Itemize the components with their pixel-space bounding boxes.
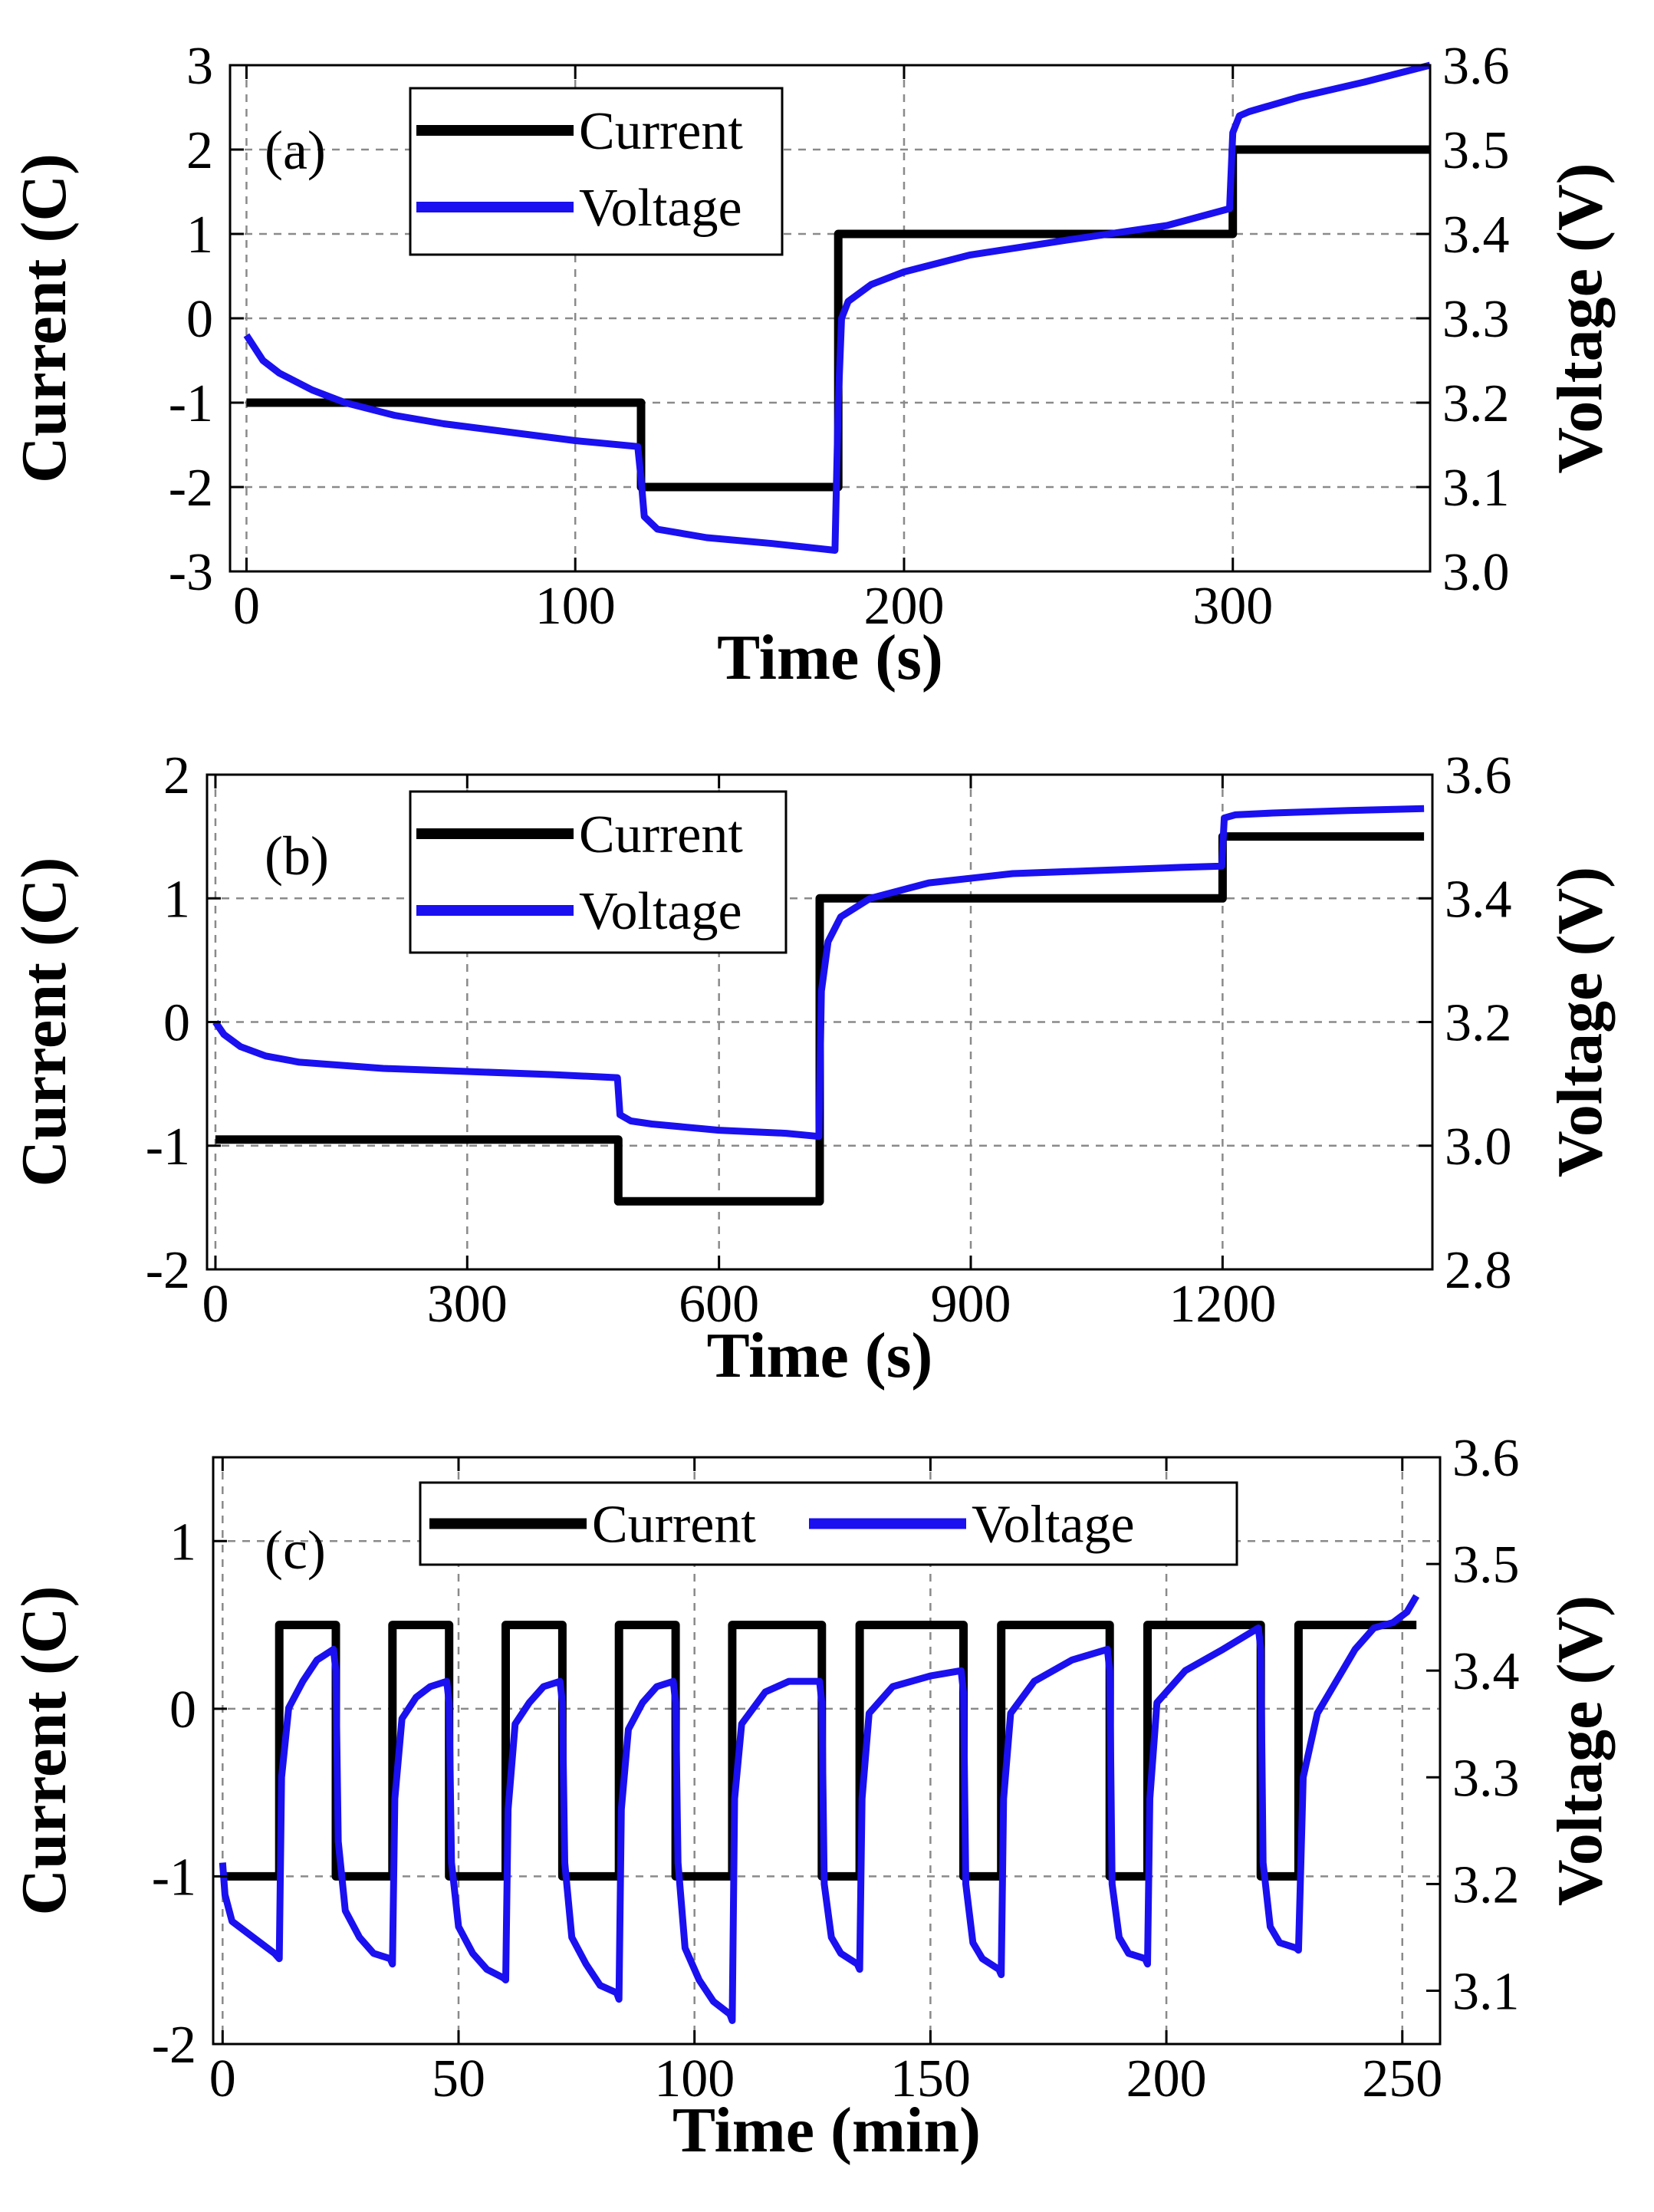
x-tick-label: 200: [1126, 2049, 1207, 2108]
y2-tick-label: 2.8: [1445, 1241, 1512, 1300]
y2-tick-label: 3.6: [1445, 746, 1512, 805]
y-tick-label: -1: [169, 374, 213, 433]
x-tick-label: 0: [209, 2049, 236, 2108]
x-tick-label: 900: [931, 1275, 1011, 1334]
x-axis-title: Time (s): [707, 1320, 933, 1391]
legend-label-voltage: Voltage: [579, 882, 742, 941]
y2-tick-label: 3.0: [1442, 543, 1510, 602]
series-voltage-line: [243, 61, 1432, 554]
y2-tick-label: 3.1: [1442, 459, 1510, 518]
panel-label: (b): [265, 825, 329, 887]
y-axis-title: Current (C): [8, 857, 80, 1187]
y-tick-label: -2: [169, 459, 213, 518]
legend: Current Voltage: [419, 1481, 1238, 1566]
legend: Current Voltage: [409, 87, 784, 256]
series-voltage-line: [219, 1594, 1420, 2024]
y-tick-label: 3: [186, 37, 213, 96]
y-axis-title: Current (C): [8, 1585, 80, 1915]
y2-tick-label: 3.2: [1445, 994, 1512, 1053]
chart-panel-a: 0 100 200 300 -3 -2 -1 0 1 2 3 3.0 3.1 3.2 3.3 3.4 3.5 3.…: [8, 37, 1616, 693]
x-tick-label: 100: [654, 2049, 735, 2108]
y2-tick-label: 3.3: [1452, 1749, 1520, 1808]
legend-label-current: Current: [579, 102, 743, 161]
x-tick-label: 0: [202, 1275, 229, 1334]
y2-tick-label: 3.2: [1452, 1855, 1520, 1914]
y-tick-label: -2: [152, 2016, 196, 2075]
plot-frame: [212, 1456, 1442, 2046]
y-tick-label: -1: [146, 1118, 190, 1177]
y-tick-label: 0: [186, 290, 213, 349]
x-axis-title: Time (s): [717, 622, 943, 693]
y2-axis-title: Voltage (V): [1544, 1595, 1616, 1906]
legend-label-current: Current: [592, 1496, 756, 1555]
x-tick-label: 1200: [1169, 1275, 1276, 1334]
y2-tick-label: 3.4: [1442, 206, 1510, 265]
y-tick-label: 0: [169, 1680, 196, 1740]
legend-label-voltage: Voltage: [579, 179, 742, 238]
x-tick-label: 600: [679, 1275, 759, 1334]
x-axis-title: Time (min): [672, 2095, 981, 2166]
y-tick-label: 2: [163, 746, 190, 805]
y-tick-label: -3: [169, 543, 213, 602]
y2-axis-title: Voltage (V): [1544, 867, 1616, 1177]
y-tick-label: 1: [169, 1513, 196, 1572]
chart-panel-b: 0 300 600 900 1200 -2 -1 0 1 2 2.8 3.0 3.2 3.4 3.6 Time…: [8, 746, 1616, 1391]
legend-box: [409, 87, 784, 256]
x-tick-label: 250: [1362, 2049, 1442, 2108]
x-tick-label: 300: [1192, 577, 1273, 636]
legend: Current Voltage: [409, 790, 788, 954]
y2-axis-title: Voltage (V): [1544, 163, 1616, 473]
legend-label-current: Current: [579, 805, 743, 864]
x-tick-label: 0: [233, 577, 260, 636]
y-tick-label: 0: [163, 994, 190, 1053]
y2-tick-label: 3.3: [1442, 290, 1510, 349]
y2-tick-label: 3.0: [1445, 1118, 1512, 1177]
y2-tick-label: 3.1: [1452, 1962, 1520, 2021]
y-tick-label: -1: [152, 1848, 196, 1907]
y2-tick-label: 3.4: [1445, 870, 1512, 929]
x-tick-label: 50: [432, 2049, 485, 2108]
series-voltage-line: [212, 805, 1425, 1141]
y2-tick-label: 3.6: [1442, 37, 1510, 96]
y-tick-label: -2: [146, 1241, 190, 1300]
panel-label: (a): [265, 120, 326, 181]
x-tick-label: 200: [863, 577, 944, 636]
y2-tick-label: 3.5: [1442, 121, 1510, 180]
x-tick-label: 150: [890, 2049, 971, 2108]
x-tick-label: 100: [535, 577, 616, 636]
y-tick-label: 1: [163, 870, 190, 929]
y-tick-label: 1: [186, 206, 213, 265]
y2-tick-label: 3.6: [1452, 1429, 1520, 1488]
y2-tick-label: 3.5: [1452, 1536, 1520, 1595]
y-axis-title: Current (C): [8, 153, 80, 483]
chart-panel-c: 0 50 100 150 200 250 -2 -1 0 1 3.1 3.2 3.3 3.4 3.5 3.6 T…: [8, 1429, 1616, 2166]
y-tick-label: 2: [186, 121, 213, 180]
legend-box: [409, 790, 788, 954]
x-tick-label: 300: [427, 1275, 508, 1334]
y2-tick-label: 3.4: [1452, 1642, 1520, 1701]
y2-tick-label: 3.2: [1442, 374, 1510, 433]
legend-label-voltage: Voltage: [972, 1496, 1135, 1555]
panel-label: (c): [265, 1519, 326, 1581]
